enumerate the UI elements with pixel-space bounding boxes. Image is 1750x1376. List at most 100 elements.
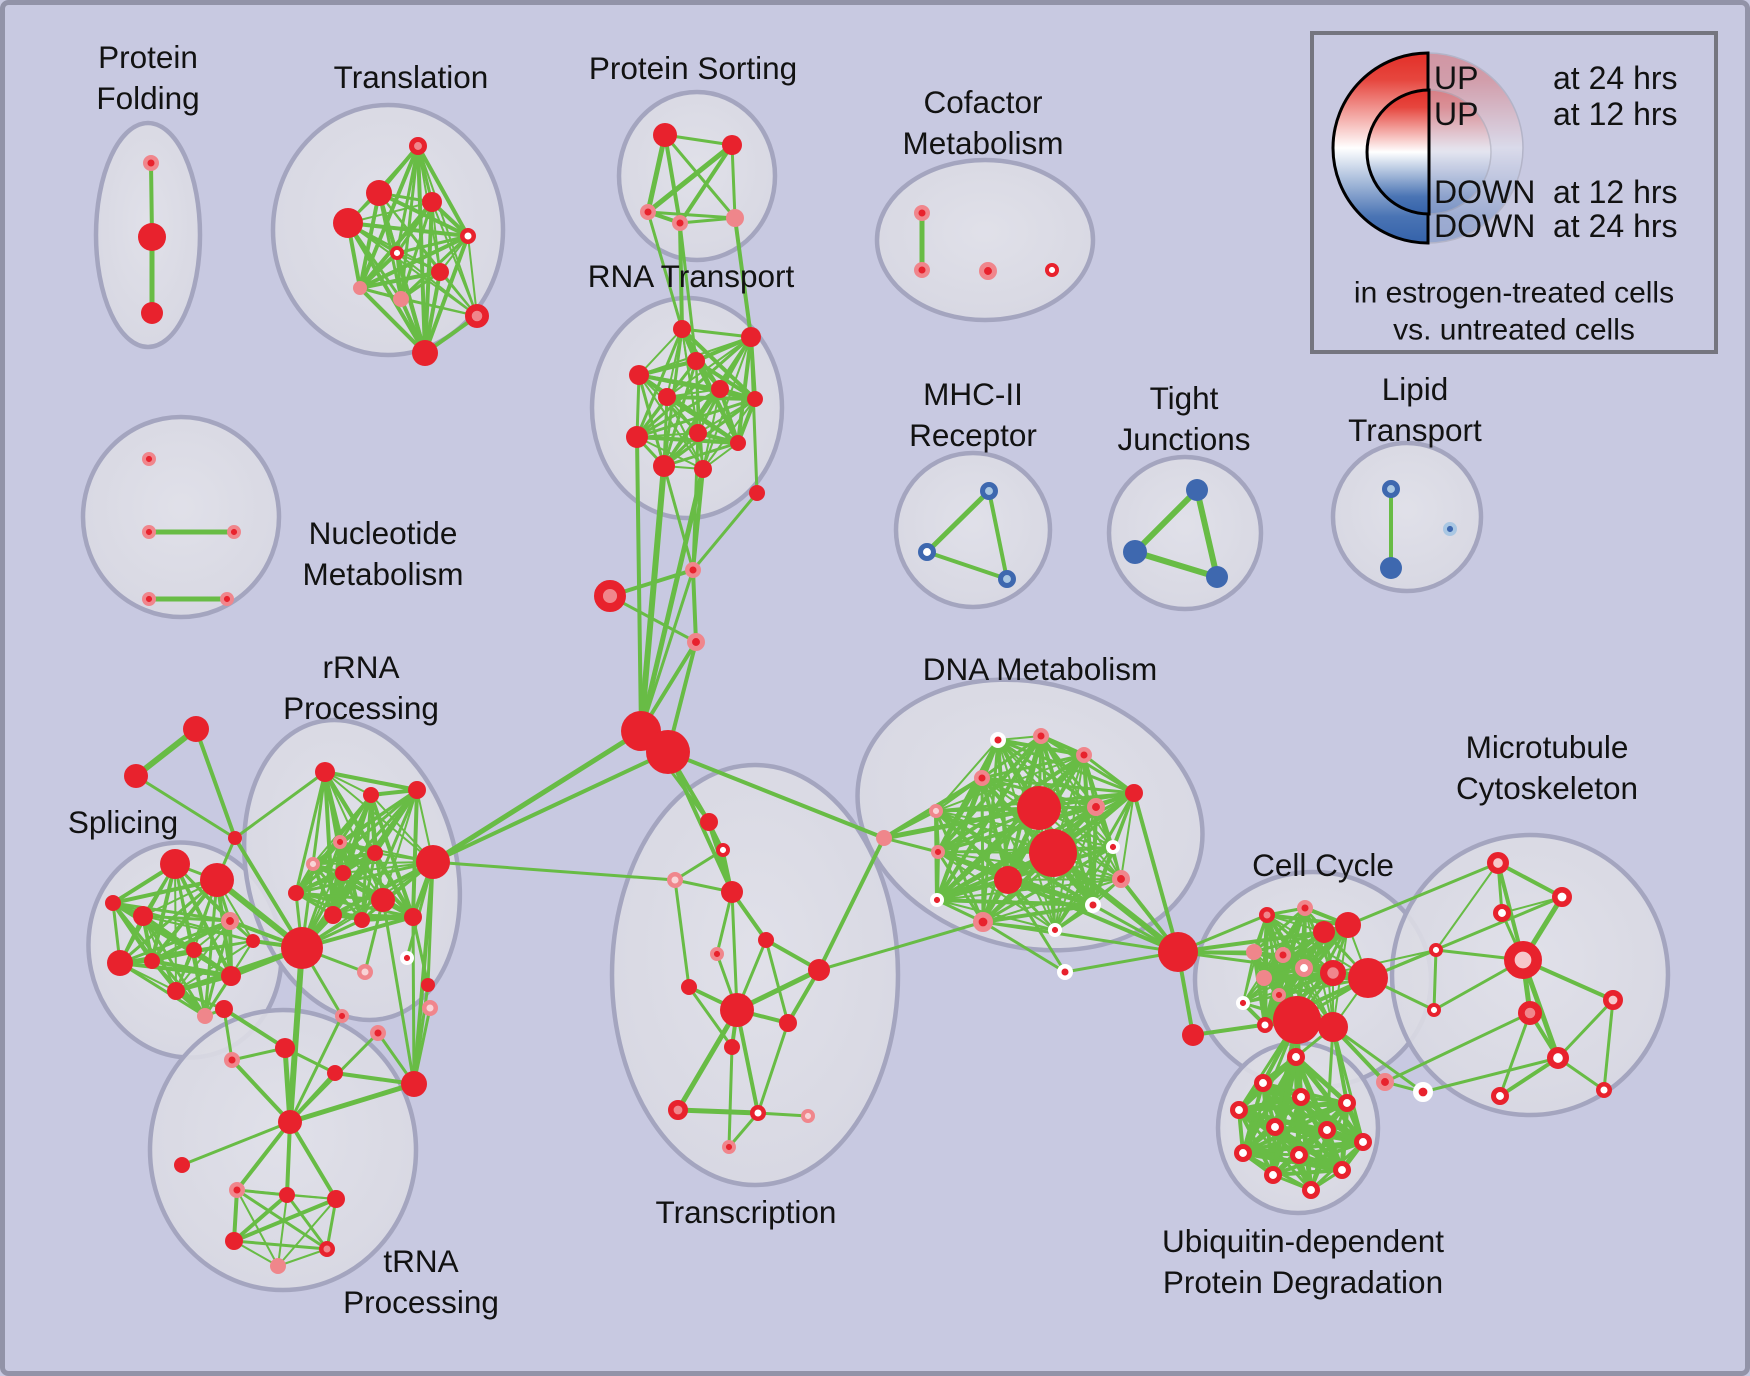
network-node xyxy=(1254,1074,1273,1093)
network-edge xyxy=(987,489,1009,581)
network-edge xyxy=(358,251,399,290)
network-edge xyxy=(730,890,739,1012)
network-edge xyxy=(417,145,478,317)
network-node xyxy=(353,281,367,295)
network-node xyxy=(1256,1016,1273,1033)
network-node xyxy=(183,716,209,742)
network-edge xyxy=(1252,906,1307,954)
network-node xyxy=(758,932,774,948)
network-node xyxy=(229,1181,246,1198)
network-node xyxy=(160,849,190,879)
network-node xyxy=(431,263,449,281)
network-edge xyxy=(400,298,478,317)
network-edge xyxy=(236,1189,279,1267)
network-edge xyxy=(678,221,698,363)
network-node xyxy=(1274,946,1291,963)
network-node xyxy=(1313,921,1335,943)
network-edge xyxy=(294,860,435,895)
cluster-label-mhc-ii-receptor: Receptor xyxy=(909,417,1037,453)
network-node xyxy=(801,1108,816,1123)
network-edge xyxy=(935,776,984,902)
network-edge xyxy=(395,251,427,355)
legend-updown-icon xyxy=(1331,51,1524,245)
network-edge xyxy=(1432,948,1438,1012)
cluster-label-mhc-ii-receptor: MHC-II xyxy=(923,376,1023,412)
network-edge xyxy=(467,235,478,317)
network-edge xyxy=(358,286,427,355)
cluster-bubble-lipid-transport xyxy=(1330,440,1484,594)
network-node xyxy=(779,1014,797,1032)
network-edge xyxy=(646,210,684,331)
legend-caption-line2: vs. untreated cells xyxy=(1393,314,1635,347)
network-node xyxy=(671,215,688,232)
network-node xyxy=(363,787,379,803)
network-edge xyxy=(730,143,737,220)
network-edge xyxy=(980,753,1086,780)
network-node xyxy=(1442,522,1457,537)
network-node xyxy=(1603,989,1624,1010)
network-node xyxy=(972,911,993,932)
network-edge xyxy=(358,234,470,290)
network-edge xyxy=(1241,1128,1329,1155)
network-node xyxy=(1335,912,1361,938)
network-edge xyxy=(285,1120,292,1197)
network-edge xyxy=(235,1120,292,1192)
network-edge xyxy=(230,1058,292,1124)
network-node xyxy=(1235,996,1250,1011)
network-edge xyxy=(881,805,1042,841)
network-edge xyxy=(411,915,430,987)
network-node xyxy=(281,927,323,969)
legend-border xyxy=(1310,31,1718,354)
network-edge xyxy=(666,750,886,840)
network-edge xyxy=(1132,549,1220,580)
network-node xyxy=(1354,1133,1373,1152)
network-node xyxy=(1413,1082,1434,1103)
network-node xyxy=(726,209,744,227)
legend-down-inner-label: DOWN xyxy=(1434,174,1535,210)
network-edge xyxy=(925,550,1009,581)
network-edge xyxy=(662,464,695,572)
network-edge xyxy=(277,1198,337,1267)
network-edge xyxy=(665,395,740,445)
network-edge xyxy=(733,216,753,339)
network-edge xyxy=(311,851,377,866)
network-node xyxy=(687,633,706,652)
legend-time-24dn-label: at 24 hrs xyxy=(1553,208,1678,244)
network-node xyxy=(142,525,157,540)
network-node xyxy=(279,1187,295,1203)
network-node xyxy=(333,208,363,238)
network-node xyxy=(1266,1118,1285,1137)
network-node xyxy=(1302,1181,1321,1200)
network-node xyxy=(1123,540,1147,564)
network-edge xyxy=(935,806,1041,902)
network-edge xyxy=(662,441,740,468)
network-edge xyxy=(937,851,1056,931)
network-node xyxy=(366,180,392,206)
network-node xyxy=(389,246,404,261)
network-edge xyxy=(358,144,420,290)
cluster-label-translation: Translation xyxy=(334,59,489,95)
network-edge xyxy=(358,191,381,290)
network-node xyxy=(246,934,260,948)
network-edge xyxy=(412,860,435,1086)
cluster-label-rna-transport: RNA Transport xyxy=(588,258,795,294)
network-node xyxy=(918,543,937,562)
legend-box: UP UP DOWN DOWN at 24 hrs at 12 hrs at 1… xyxy=(1310,31,1718,354)
network-edge xyxy=(935,845,1115,902)
network-node xyxy=(747,391,763,407)
network-edge xyxy=(411,915,416,1086)
network-node xyxy=(1380,557,1402,579)
network-edge xyxy=(416,144,470,238)
network-node xyxy=(318,1240,335,1257)
network-node xyxy=(808,959,830,981)
network-edge xyxy=(980,776,1136,795)
network-node xyxy=(931,845,946,860)
network-node xyxy=(1256,970,1272,986)
cluster-label-nucleotide-metabolism: Nucleotide xyxy=(309,515,458,551)
network-node xyxy=(459,228,476,245)
cluster-label-cell-cycle: Cell Cycle xyxy=(1252,847,1394,883)
network-edge xyxy=(1006,878,1180,954)
network-node xyxy=(1158,932,1198,972)
network-node xyxy=(913,261,930,278)
